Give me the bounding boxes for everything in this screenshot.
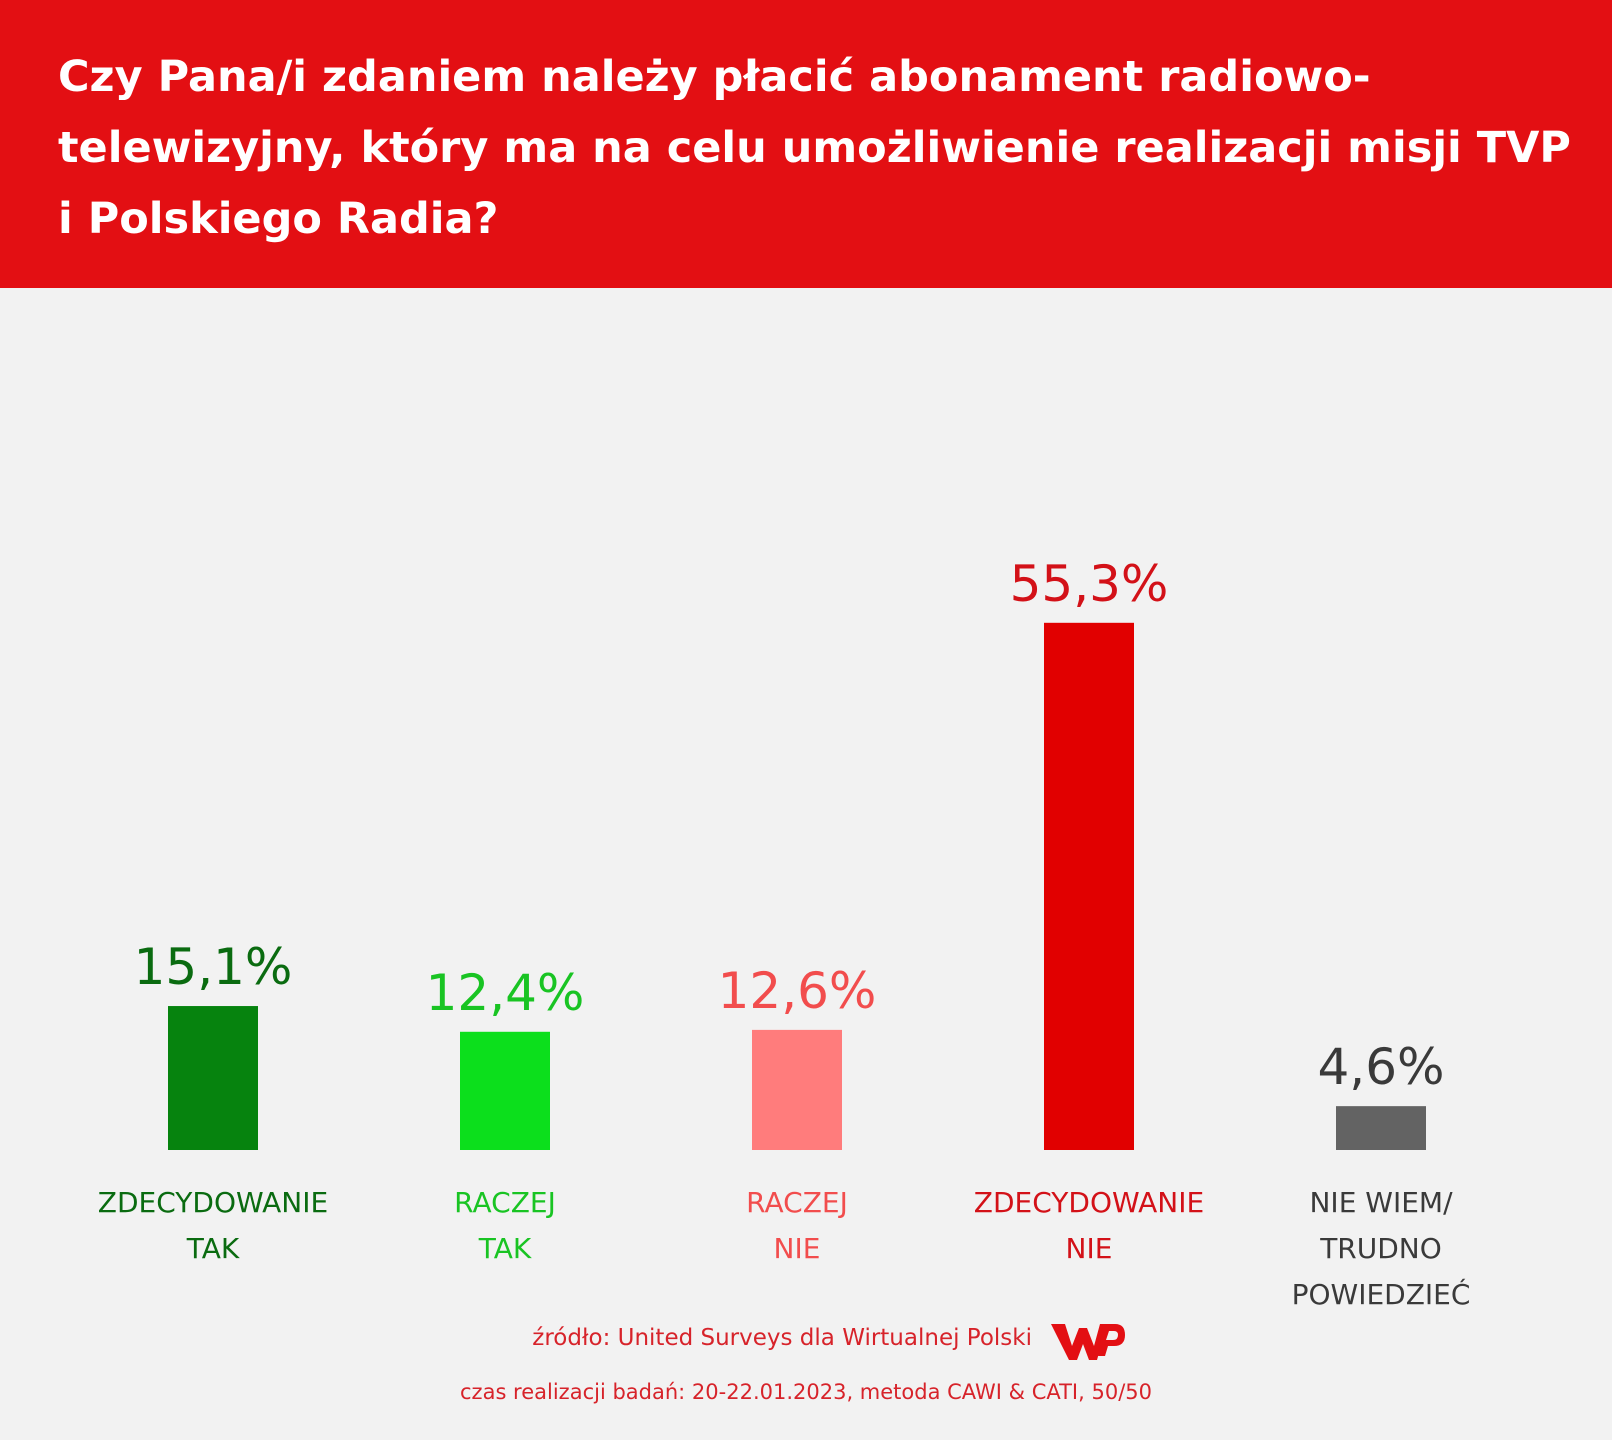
category-label-1-line-2: TAK — [186, 1232, 240, 1265]
bar-2 — [460, 1031, 550, 1150]
value-label-2: 12,4% — [426, 964, 585, 1022]
source-note: źródło: United Surveys dla Wirtualnej Po… — [532, 1325, 1032, 1351]
category-label-2-line-1: RACZEJ — [454, 1186, 556, 1219]
bar-1 — [168, 1006, 258, 1150]
category-label-5-line-3: POWIEDZIEĆ — [1292, 1277, 1471, 1308]
bar-5 — [1336, 1106, 1426, 1150]
category-label-2-line-2: TAK — [478, 1232, 532, 1265]
category-label-1-line-1: ZDECYDOWANIE — [98, 1186, 328, 1219]
value-label-4: 55,3% — [1010, 555, 1169, 613]
value-label-3: 12,6% — [718, 962, 877, 1020]
bar-chart: 15,1% ZDECYDOWANIE TAK 12,4% RACZEJ TAK 12,6% R… — [98, 555, 1471, 1308]
category-label-5-line-2: TRUDNO — [1319, 1232, 1442, 1265]
category-label-3-line-2: NIE — [774, 1232, 821, 1265]
chart-title: Czy Pana/i zdaniem należy płacić aboname… — [58, 52, 1571, 244]
wp-logo-icon — [1051, 1324, 1125, 1360]
value-label-5: 4,6% — [1317, 1038, 1444, 1096]
bar-3 — [752, 1029, 842, 1150]
category-label-5-line-1: NIE WIEM/ — [1309, 1186, 1453, 1219]
category-label-4-line-1: ZDECYDOWANIE — [974, 1186, 1204, 1219]
bar-4 — [1044, 622, 1134, 1150]
category-label-4-line-2: NIE — [1066, 1232, 1113, 1265]
header-banner: Czy Pana/i zdaniem należy płacić aboname… — [0, 0, 1612, 288]
value-label-1: 15,1% — [134, 938, 293, 996]
survey-details: czas realizacji badań: 20-22.01.2023, me… — [460, 1380, 1152, 1404]
category-label-3-line-1: RACZEJ — [746, 1186, 848, 1219]
